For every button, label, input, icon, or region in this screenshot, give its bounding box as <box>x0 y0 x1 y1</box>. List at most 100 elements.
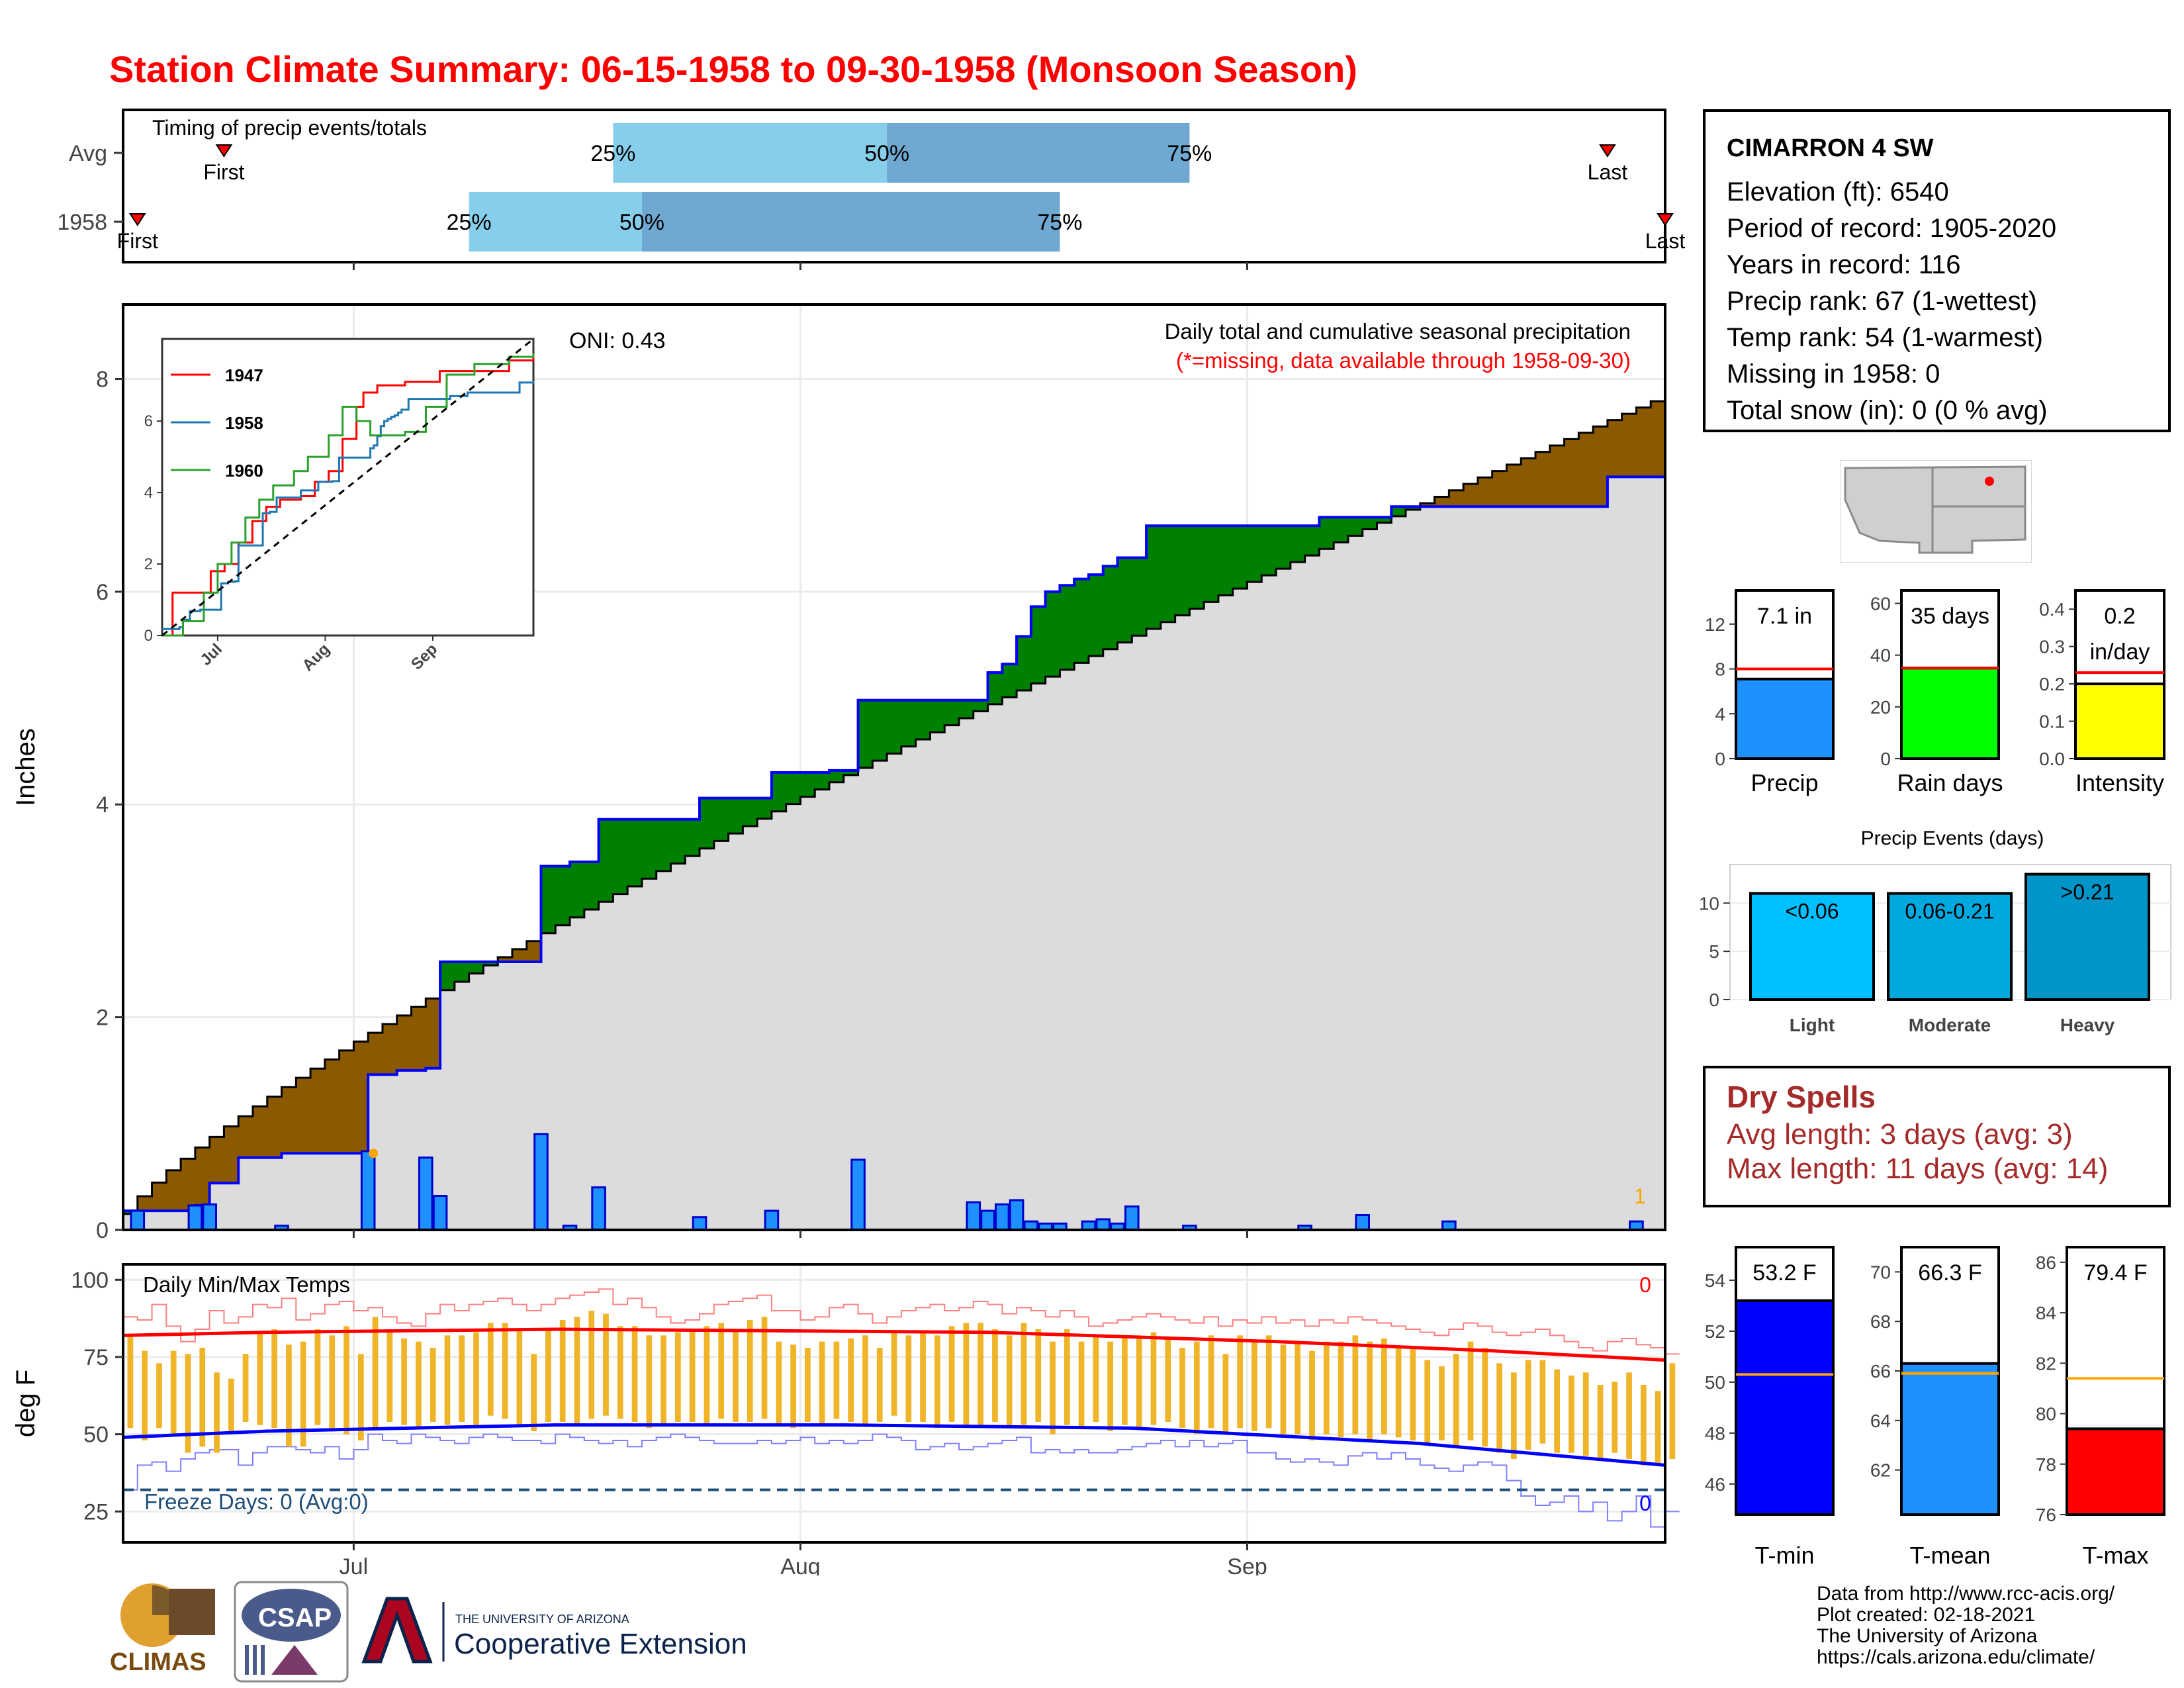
cumulative-base-bar <box>1175 615 1190 1230</box>
cumulative-base-bar <box>1391 516 1406 1230</box>
cumulative-base-bar <box>224 1183 239 1230</box>
daily-temp-bar <box>733 1329 739 1422</box>
summary-value-label: 66.3 F <box>1918 1260 1981 1286</box>
summary-bar <box>1735 677 1835 760</box>
cumulative-base-bar <box>324 1153 340 1230</box>
climas-logo-text: CLIMAS <box>110 1648 206 1676</box>
summary-y-tick-label: 68 <box>1870 1311 1891 1332</box>
below-avg-fill <box>137 1196 153 1211</box>
first-event-label: First <box>203 160 244 184</box>
daily-temp-bar <box>1208 1335 1214 1429</box>
last-event-label: Last <box>1645 229 1686 253</box>
cumulative-base-bar <box>238 1157 253 1230</box>
daily-temp-bar <box>329 1335 336 1429</box>
below-avg-fill <box>1420 503 1435 507</box>
daily-temp-bar <box>934 1335 940 1429</box>
cumulative-base-bar <box>555 925 570 1230</box>
daily-temp-bar <box>704 1326 710 1425</box>
cumulative-base-bar <box>1290 562 1306 1230</box>
daily-precip-bar <box>1095 1218 1111 1231</box>
cumulative-base-bar <box>1434 506 1449 1230</box>
cumulative-base-bar <box>613 894 628 1230</box>
cumulative-base-bar <box>166 1211 181 1230</box>
above-avg-fill <box>1290 526 1306 563</box>
above-avg-fill <box>1247 526 1262 583</box>
main-y-tick-label: 0 <box>96 1218 109 1243</box>
x-axis-month-label: Jul <box>340 1554 368 1575</box>
tmean-bar-chart: 62 64 66 68 70 66.3 F T-mean <box>1870 1246 2000 1569</box>
cumulative-base-bar <box>1521 506 1536 1230</box>
daily-temp-bar <box>242 1354 249 1422</box>
daily-temp-bar <box>574 1317 580 1425</box>
last-event-label: Last <box>1588 160 1628 184</box>
below-avg-fill <box>382 1024 398 1075</box>
above-avg-fill <box>1406 506 1421 510</box>
cumulative-base-bar <box>713 841 729 1230</box>
above-avg-fill <box>1377 517 1392 523</box>
main-y-axis-label: Inches <box>11 728 40 806</box>
daily-temp-bar <box>1439 1366 1445 1440</box>
below-avg-fill <box>1651 401 1666 477</box>
cumulative-base-bar <box>958 718 974 1230</box>
below-avg-fill <box>1578 432 1594 507</box>
inset-y-tick-label: 6 <box>144 412 153 430</box>
station-temp-rank: Temp rank: 54 (1-warmest) <box>1727 323 2043 352</box>
temp-y-tick-label: 50 <box>83 1423 109 1448</box>
inset-series-1958 <box>162 381 535 630</box>
cumulative-base-bar <box>1578 506 1594 1230</box>
daily-precip-bar <box>418 1156 433 1231</box>
cumulative-base-bar <box>1593 506 1608 1230</box>
daily-temp-bar <box>1006 1335 1013 1429</box>
summary-y-tick-label: 76 <box>2036 1505 2056 1525</box>
above-avg-fill <box>944 700 960 726</box>
main-y-tick-label: 4 <box>96 792 109 818</box>
above-avg-fill <box>915 700 931 739</box>
above-avg-fill <box>1204 526 1219 602</box>
above-avg-fill <box>570 862 585 917</box>
daily-temp-bar <box>314 1329 321 1425</box>
event-category-label: Moderate <box>1909 1015 1991 1035</box>
summary-y-tick-label: 52 <box>1705 1321 1725 1342</box>
below-avg-fill <box>166 1170 181 1211</box>
above-avg-fill <box>728 798 743 834</box>
below-avg-fill <box>195 1147 210 1206</box>
daily-temp-bar <box>487 1323 494 1416</box>
daily-temp-bar <box>1554 1369 1561 1453</box>
daily-temp-bar <box>1265 1335 1272 1429</box>
event-category-label: Heavy <box>2060 1015 2115 1035</box>
daily-temp-bar <box>1626 1372 1632 1459</box>
cumulative-base-bar <box>1045 677 1060 1230</box>
record-high-count: 0 <box>1639 1273 1651 1297</box>
record-min-line <box>123 1433 1680 1528</box>
precip-events-chart: Precip Events (days) <0.06 Light 0.06-0.21 M… <box>1699 827 2171 1035</box>
daily-temp-bar <box>1251 1341 1257 1431</box>
event-bar <box>1887 892 2013 1002</box>
summary-y-tick-label: 82 <box>2036 1353 2056 1374</box>
climas-logo: CLIMAS <box>110 1583 215 1676</box>
precip-main-chart: 0 2 4 6 8 Inches Daily total and cumulative se… <box>11 303 1666 1243</box>
summary-bar <box>1900 667 2000 760</box>
daily-temp-bar <box>1395 1348 1402 1438</box>
inset-avg-line <box>161 338 534 637</box>
timing-quantile-label: 75% <box>1037 210 1082 235</box>
events-y-tick-label: 0 <box>1709 990 1719 1010</box>
cumulative-base-bar <box>296 1153 311 1230</box>
above-avg-fill <box>1218 526 1234 596</box>
daily-temp-bar <box>1064 1329 1070 1425</box>
cumulative-base-bar <box>1132 635 1147 1230</box>
daily-temp-bar <box>848 1338 854 1422</box>
above-avg-fill <box>555 866 570 925</box>
cumulative-base-bar <box>786 804 801 1230</box>
events-y-tick-label: 10 <box>1699 893 1719 914</box>
station-precip-rank: Precip rank: 67 (1-wettest) <box>1727 287 2038 316</box>
summary-y-tick-label: 60 <box>1870 594 1891 614</box>
cumulative-base-bar <box>1247 582 1262 1230</box>
daily-temp-bar <box>257 1332 263 1425</box>
above-avg-fill <box>1347 517 1363 536</box>
cumulative-base-bar <box>396 1070 412 1230</box>
daily-temp-bar <box>430 1348 436 1422</box>
above-avg-fill <box>1017 636 1032 690</box>
cumulative-base-bar <box>815 789 830 1230</box>
above-avg-fill <box>843 770 859 775</box>
cumulative-base-bar <box>584 910 600 1230</box>
